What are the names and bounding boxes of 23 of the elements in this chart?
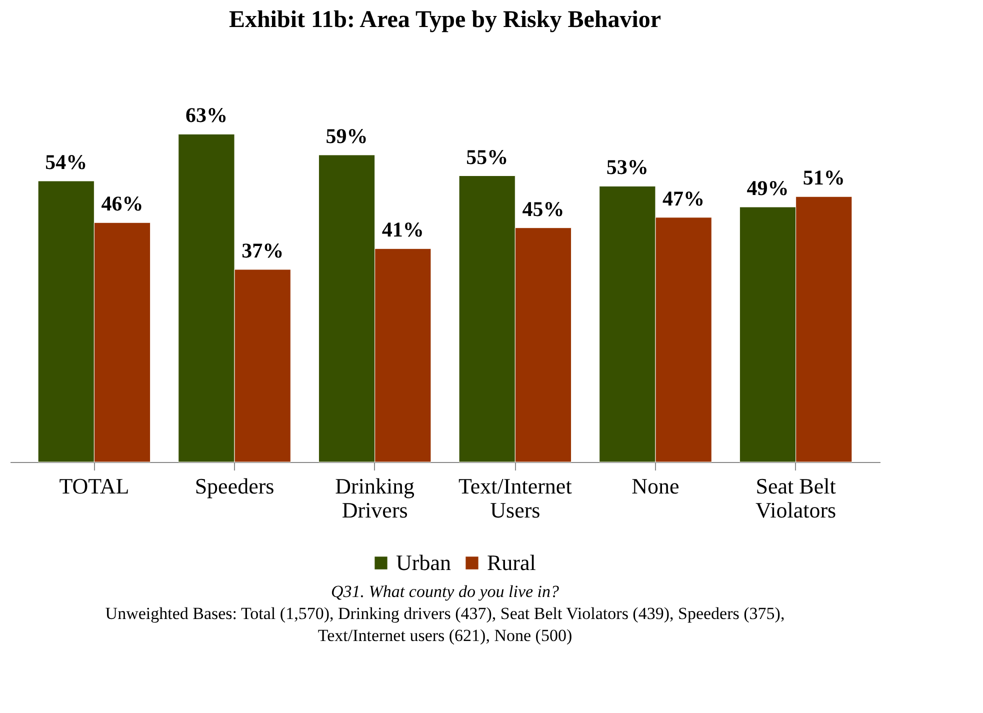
data-label: 46% (101, 192, 144, 216)
text: Q31. What county do you live in? (330, 582, 560, 601)
x-tick-label: Text/Internet Users (458, 474, 572, 522)
data-label: 41% (382, 218, 424, 242)
data-label: 53% (606, 155, 648, 180)
x-tick-label: Speeders (194, 474, 274, 498)
x-tick-label: Drinking Drivers (335, 474, 415, 522)
x-tick-label: None (632, 474, 680, 498)
x-tick-label: TOTAL (59, 474, 130, 498)
legend-label: Urban (396, 550, 451, 575)
data-label: 49% (746, 176, 789, 200)
data-label: 51% (802, 166, 845, 190)
data-label: 59% (326, 124, 368, 148)
legend-label: Rural (487, 550, 536, 575)
data-label: 47% (662, 186, 705, 210)
data-label: 55% (466, 144, 508, 169)
data-label: 54% (45, 150, 88, 174)
chart-title: Exhibit 11b: Area Type by Risky Behavior (228, 7, 662, 33)
data-label: 45% (522, 196, 564, 221)
data-label: 63% (185, 103, 228, 128)
x-tick-label: Seat Belt Violators (756, 474, 836, 522)
data-label: 37% (242, 238, 284, 262)
text: Unweighted Bases: Total (1,570), Drinking drivers (437), Seat Belt Violators (439), Speeders (375), Text/Internet users (621), None (500) (105, 604, 785, 645)
